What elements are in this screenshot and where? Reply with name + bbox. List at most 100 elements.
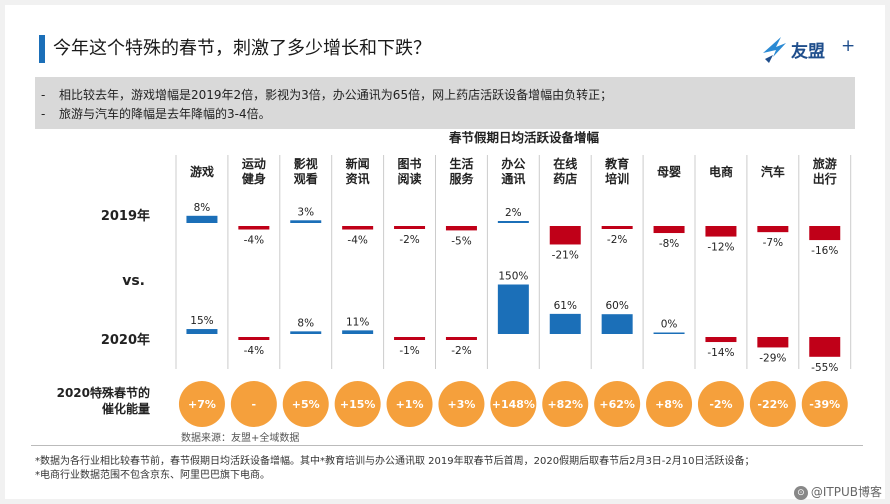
bar-positive [601,314,633,334]
catalyst-value: +148% [492,398,535,411]
category-label: 母婴 [657,165,681,179]
bar-negative [757,226,789,233]
bar-positive [549,313,581,334]
data-label: -14% [707,347,734,359]
data-label: 3% [297,206,314,218]
catalyst-circle [334,381,381,427]
umeng-bird-logo-icon [763,37,786,63]
category-label-line: 运动 [242,157,266,171]
catalyst-value: +8% [655,398,683,411]
category-label-line: 出行 [813,171,837,186]
category-label: 在线药店 [553,156,577,186]
data-label: 8% [297,317,314,329]
logo: 友盟 + [759,33,869,65]
source-note: 数据来源：友盟+全域数据 [181,433,300,444]
category-label: 图书阅读 [398,156,422,186]
data-label: -55% [811,362,838,374]
bar-positive [653,332,685,334]
vs-label: vs. [122,273,145,289]
data-label: -4% [244,235,264,247]
catalyst-value: +7% [188,398,216,411]
watermark: ⊙ @ITPUB博客 [793,483,882,500]
category-label: 旅游出行 [813,156,837,186]
catalyst-value: +5% [292,398,320,411]
page-title: 今年这个特殊的春节，刺激了多少增长和下跌？ [53,38,431,59]
category-label: 汽车 [761,164,785,179]
category-label: 生活服务 [449,156,474,186]
bar-negative [809,337,841,357]
category-label-line: 资讯 [346,171,370,186]
category-label: 影视观看 [294,156,318,186]
logo-text: 友盟 [791,42,825,62]
category-label-line: 在线 [553,156,577,171]
category-label-line: 图书 [398,156,422,171]
bar-negative [238,337,270,340]
bar-positive [290,220,322,223]
data-label: 150% [498,271,528,283]
catalyst-value: +82% [547,398,583,411]
category-label: 运动健身 [242,157,266,186]
bar-negative [757,337,789,348]
series-label: 2019年 [101,208,150,224]
data-label: -5% [451,235,471,247]
catalyst-circle [386,381,433,427]
category-label-line: 电商 [709,164,733,179]
category-label-line: 培训 [605,171,629,186]
data-label: 11% [346,316,369,328]
category-label-line: 游戏 [190,164,214,179]
divider [31,445,863,446]
bar-negative [238,226,270,230]
catalyst-circle [230,381,277,427]
catalyst-value: +62% [599,398,635,411]
data-label: -2% [451,345,471,357]
footnote: *电商行业数据范围不包含京东、阿里巴巴旗下电商。 [35,470,270,481]
catalyst-value: +15% [340,398,376,411]
category-label: 教育培训 [604,156,629,186]
catalyst-circle [490,381,537,427]
data-label: 15% [190,315,213,327]
bar-positive [497,221,529,223]
category-label-line: 影视 [294,156,318,171]
bar-negative [394,337,426,340]
data-label: 8% [194,202,211,214]
bar-positive [342,330,374,334]
footnote: *数据为各行业相比较春节前，春节假期日均活跃设备增幅。其中*教育培训与办公通讯取… [35,456,755,467]
category-label-line: 药店 [553,171,577,186]
category-label-line: 观看 [294,171,318,186]
data-label: -8% [659,238,679,250]
catalyst-circle [646,381,693,427]
data-label: -2% [399,234,419,246]
catalyst-value: -39% [809,398,840,411]
category-label-line: 健身 [242,171,266,186]
catalyst-circle [178,381,225,427]
category-label-line: 汽车 [761,164,785,179]
summary-line: - 相比较去年，游戏增幅是2019年2倍，影视为3倍，办公通讯为65倍，网上药店活… [41,86,612,103]
catalyst-value: -2% [709,398,732,411]
data-label: -29% [759,352,786,364]
bar-positive [186,329,218,334]
category-label: 电商 [709,164,733,179]
data-label: -16% [811,245,838,257]
title-accent-bar [39,35,45,63]
data-label: 0% [661,319,678,331]
summary-box: - 相比较去年，游戏增幅是2019年2倍，影视为3倍，办公通讯为65倍，网上药店活… [35,77,855,129]
bar-negative [705,337,737,343]
bar-negative [445,226,477,231]
data-label: -7% [763,237,783,249]
catalyst-circle [697,381,744,427]
data-label: -2% [607,234,627,246]
catalyst-circle [749,381,796,427]
data-label: -21% [552,249,579,261]
bar-negative [653,226,685,234]
bar-negative [394,226,426,229]
category-label-line: 生活 [449,156,473,171]
catalyst-value: - [252,398,257,411]
catalyst-circle [282,381,329,427]
chart-title: 春节假期日均活跃设备增幅 [448,130,600,145]
watermark-text: @ITPUB博客 [810,485,882,499]
bar-negative [445,337,477,340]
catalyst-label: 2020特殊春节的 [57,385,150,400]
category-label-line: 通讯 [501,171,525,186]
bar-positive [290,331,322,334]
